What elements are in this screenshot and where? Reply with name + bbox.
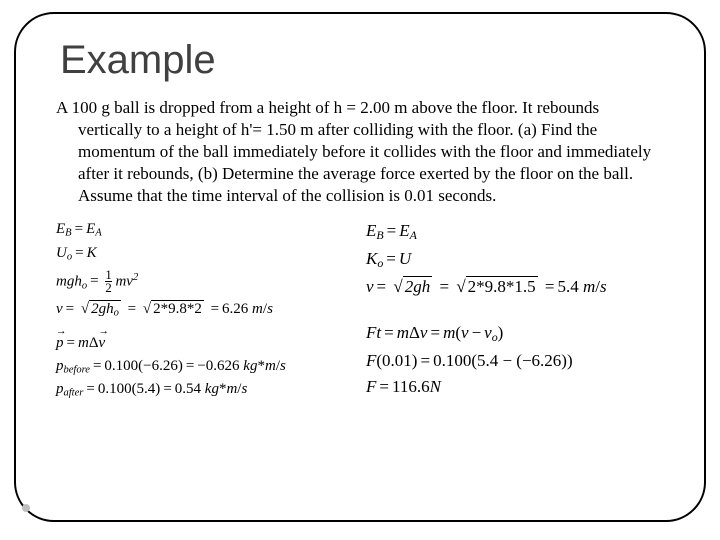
eq-force: F=116.6N <box>366 377 686 397</box>
slide-title: Example <box>60 38 664 83</box>
left-column: EB=EA Uo=K mgho= 12 mv2 v= 2gho = 2*9.8*… <box>56 221 356 399</box>
eq-energy-1: EB=EA <box>56 221 356 239</box>
eq-pbefore: pbefore=0.100(−6.26)=−0.626 kg*m/s <box>56 358 356 376</box>
eq-impulse-num: F(0.01)=0.100(5.4 − (−6.26)) <box>366 351 686 371</box>
eq-pdef: p=mΔv <box>56 335 356 352</box>
eq-impulse: Ft=mΔv=m(v−vo) <box>366 323 686 345</box>
eq-energy-3: mgho= 12 mv2 <box>56 269 356 296</box>
eq-energy-2: Uo=K <box>56 245 356 263</box>
eq-energy-2b: Ko=U <box>366 249 686 271</box>
right-column: EB=EA Ko=U v= 2gh = 2*9.8*1.5 =5.4 m/s F… <box>366 221 686 397</box>
slide: Example A 100 g ball is dropped from a h… <box>0 0 720 540</box>
slide-frame: Example A 100 g ball is dropped from a h… <box>14 12 706 522</box>
problem-statement: A 100 g ball is dropped from a height of… <box>56 97 664 207</box>
math-area: EB=EA Uo=K mgho= 12 mv2 v= 2gho = 2*9.8*… <box>56 221 664 471</box>
slide-number-dot <box>22 504 30 512</box>
eq-vdrop: v= 2gho = 2*9.8*2 =6.26 m/s <box>56 301 356 319</box>
eq-vrebound: v= 2gh = 2*9.8*1.5 =5.4 m/s <box>366 277 686 297</box>
eq-energy-1b: EB=EA <box>366 221 686 243</box>
eq-pafter: pafter=0.100(5.4)=0.54 kg*m/s <box>56 381 356 399</box>
